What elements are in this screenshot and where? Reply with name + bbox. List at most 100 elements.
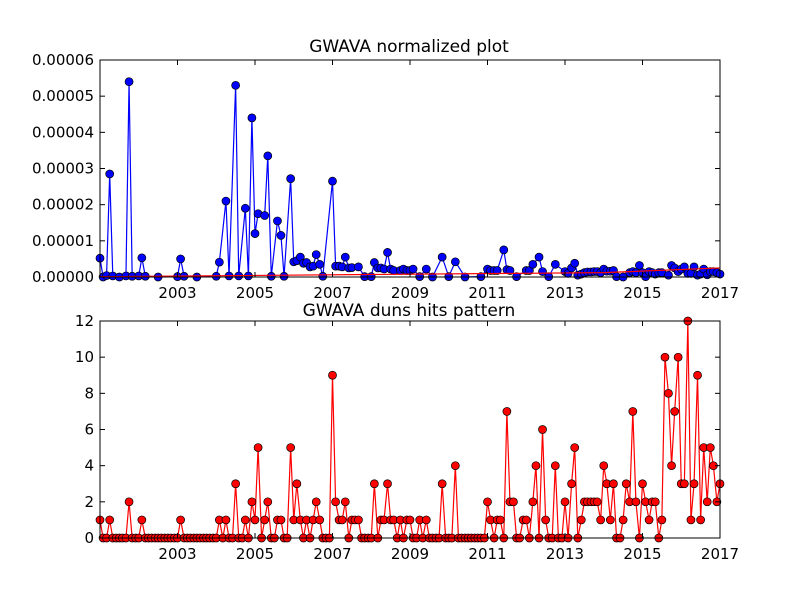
data-point [337, 515, 347, 525]
y-tick-label: 0.00000 [32, 268, 94, 286]
data-point [450, 461, 460, 471]
data-point [635, 261, 644, 270]
data-point [331, 497, 340, 507]
data-point [592, 497, 602, 507]
data-point [250, 229, 260, 238]
data-point [266, 271, 276, 281]
y-tick-label: 6 [84, 421, 94, 439]
data-point [450, 257, 460, 267]
data-point [693, 370, 702, 380]
data-point [176, 254, 185, 264]
y-tick-label: 12 [75, 312, 94, 330]
data-point [567, 479, 576, 489]
data-point [315, 515, 325, 525]
data-point [263, 497, 273, 507]
data-point [354, 515, 363, 525]
data-point [679, 479, 689, 489]
data-point [492, 266, 502, 275]
x-tick-label: 2015 [623, 284, 661, 302]
duns-hits-x-axis: 2003 2005 2007 2009 2011 2013 2015 2017 [158, 321, 739, 563]
data-point [673, 352, 683, 362]
data-point [124, 497, 134, 507]
data-point [137, 515, 147, 525]
duns-hits-y-axis: 0 2 4 6 8 10 12 [75, 312, 720, 547]
normalized-plot-x-axis: 2003 2005 2007 2009 2011 2013 2015 2017 [158, 60, 739, 302]
data-point [383, 248, 392, 257]
x-tick-label: 2003 [158, 284, 196, 302]
data-point [383, 479, 392, 489]
data-point [660, 352, 670, 362]
data-point [408, 264, 418, 274]
data-point [650, 497, 660, 507]
data-point [541, 515, 550, 525]
data-point [686, 515, 696, 525]
data-point [260, 515, 270, 525]
data-point [421, 515, 431, 525]
data-point [657, 515, 667, 525]
y-tick-label: 8 [84, 384, 94, 402]
duns-hits-frame [100, 321, 720, 538]
series-1-line [99, 267, 721, 278]
data-point [534, 252, 544, 262]
y-tick-label: 0.00005 [32, 87, 94, 105]
data-point [137, 253, 147, 263]
data-point [638, 479, 647, 489]
normalized-plot-y-axis: 0.00000 0.00001 0.00002 0.00003 0.00004 0.000… [32, 51, 720, 286]
data-point [405, 515, 415, 525]
x-tick-label: 2011 [468, 284, 506, 302]
data-point [340, 497, 350, 507]
data-point [437, 479, 447, 489]
data-point [311, 497, 321, 507]
data-point [495, 515, 505, 525]
y-tick-label: 0.00003 [32, 160, 94, 178]
data-point [644, 515, 654, 525]
y-tick-label: 4 [84, 457, 94, 475]
data-point [247, 113, 257, 123]
data-point [521, 515, 531, 525]
x-tick-label: 2003 [158, 545, 196, 563]
duns-hits-title: GWAVA duns hits pattern [303, 301, 516, 321]
data-point [550, 259, 560, 269]
data-point [570, 443, 580, 452]
data-point [502, 407, 512, 416]
x-tick-label: 2009 [391, 545, 429, 563]
y-tick-label: 0 [84, 529, 94, 547]
data-point [621, 479, 631, 489]
data-point [599, 461, 609, 471]
x-tick-label: 2005 [236, 284, 274, 302]
data-point [253, 443, 263, 452]
x-tick-label: 2013 [546, 545, 584, 563]
x-tick-label: 2005 [236, 545, 274, 563]
x-tick-label: 2011 [468, 545, 506, 563]
data-point [221, 515, 231, 525]
y-tick-label: 2 [84, 493, 94, 511]
data-point [509, 497, 518, 507]
data-point [315, 259, 325, 269]
data-point [421, 264, 431, 274]
normalized-plot-title: GWAVA normalized plot [309, 37, 509, 57]
data-point [702, 497, 712, 507]
x-tick-label: 2007 [313, 545, 351, 563]
data-point [276, 231, 286, 240]
x-tick-label: 2017 [701, 545, 739, 563]
data-point [705, 443, 715, 452]
data-point [528, 259, 538, 269]
x-tick-label: 2007 [313, 284, 351, 302]
data-point [105, 515, 115, 525]
data-point [263, 151, 273, 161]
data-point [631, 497, 641, 507]
data-point [250, 515, 260, 525]
data-point [247, 497, 257, 507]
data-point [538, 425, 547, 434]
data-point [505, 266, 515, 275]
data-point [570, 258, 580, 268]
data-point [286, 174, 295, 183]
data-point [231, 479, 240, 489]
x-tick-label: 2009 [391, 284, 429, 302]
normalized-plot-frame [100, 60, 720, 277]
data-point [221, 196, 231, 206]
data-point [576, 515, 586, 525]
data-point [176, 515, 185, 525]
data-point [499, 245, 509, 255]
data-point [340, 252, 350, 262]
